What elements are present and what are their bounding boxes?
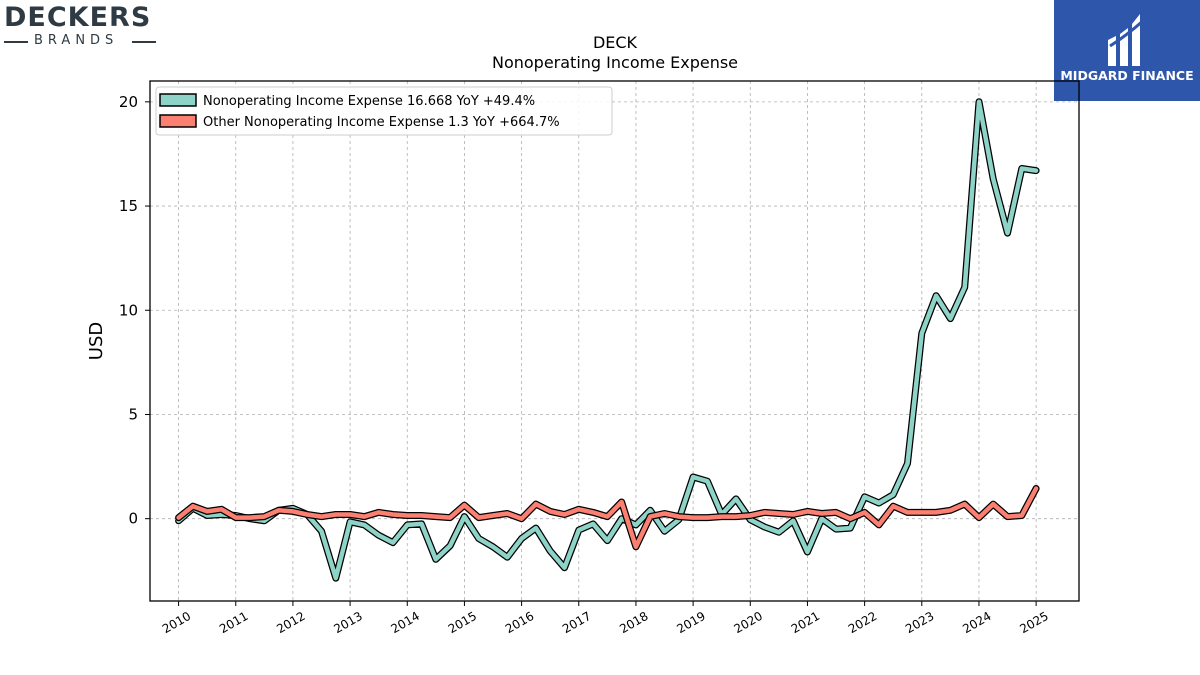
x-tick-label: 2018 bbox=[617, 609, 650, 636]
x-tick-label: 2019 bbox=[674, 609, 707, 636]
brand-subname: BRANDS bbox=[34, 33, 119, 48]
plot-frame bbox=[149, 80, 1080, 602]
x-tick-label: 2015 bbox=[446, 609, 479, 636]
series-line-outline bbox=[175, 98, 1040, 582]
x-tick-label: 2010 bbox=[160, 609, 193, 636]
series-line bbox=[176, 99, 1039, 581]
legend-swatch bbox=[159, 93, 197, 107]
badge-text: MIDGARD FINANCE bbox=[1060, 68, 1194, 83]
axes: 2010 2011 2012 2013 2014 2015 2016 2017 2018 2019… bbox=[119, 93, 1051, 636]
x-tick-label: 2022 bbox=[846, 609, 879, 636]
x-tick-label: 2023 bbox=[903, 609, 936, 636]
chart-subtitle: Nonoperating Income Expense bbox=[492, 53, 738, 72]
brand-subname-row: BRANDS bbox=[4, 33, 156, 49]
y-tick-label: 20 bbox=[119, 93, 138, 111]
brand-rule-left bbox=[4, 41, 28, 43]
deckers-brands-logo: DECKERS BRANDS bbox=[4, 2, 160, 52]
y-tick-label: 0 bbox=[128, 510, 138, 528]
midgard-logo-icon bbox=[1108, 14, 1145, 66]
midgard-finance-badge: MIDGARD FINANCE bbox=[1054, 0, 1200, 101]
x-tick-label: 2011 bbox=[217, 609, 250, 636]
x-tick-label: 2017 bbox=[560, 609, 593, 636]
legend: Nonoperating Income Expense 16.668 YoY +… bbox=[155, 86, 613, 136]
x-tick-label: 2024 bbox=[960, 609, 993, 636]
brand-rule-right bbox=[132, 41, 156, 43]
x-tick-label: 2020 bbox=[732, 609, 765, 636]
y-axis-label: USD bbox=[86, 322, 107, 360]
x-tick-label: 2012 bbox=[274, 609, 307, 636]
x-tick-label: 2013 bbox=[331, 609, 364, 636]
x-tick-label: 2016 bbox=[503, 609, 536, 636]
y-tick-label: 15 bbox=[119, 197, 138, 215]
chart-title: DECK bbox=[593, 33, 638, 52]
y-tick-label: 5 bbox=[128, 405, 138, 423]
series-group bbox=[175, 98, 1040, 582]
legend-label: Nonoperating Income Expense 16.668 YoY +… bbox=[203, 94, 535, 109]
legend-swatch bbox=[159, 114, 197, 128]
brand-name: DECKERS bbox=[4, 2, 152, 33]
legend-label: Other Nonoperating Income Expense 1.3 Yo… bbox=[203, 115, 560, 130]
series-line bbox=[176, 486, 1039, 550]
x-tick-label: 2014 bbox=[389, 609, 422, 636]
y-tick-label: 10 bbox=[119, 301, 138, 319]
legend-box bbox=[155, 86, 613, 136]
grid bbox=[150, 81, 1079, 601]
x-tick-label: 2021 bbox=[789, 609, 822, 636]
x-tick-label: 2025 bbox=[1017, 609, 1050, 636]
